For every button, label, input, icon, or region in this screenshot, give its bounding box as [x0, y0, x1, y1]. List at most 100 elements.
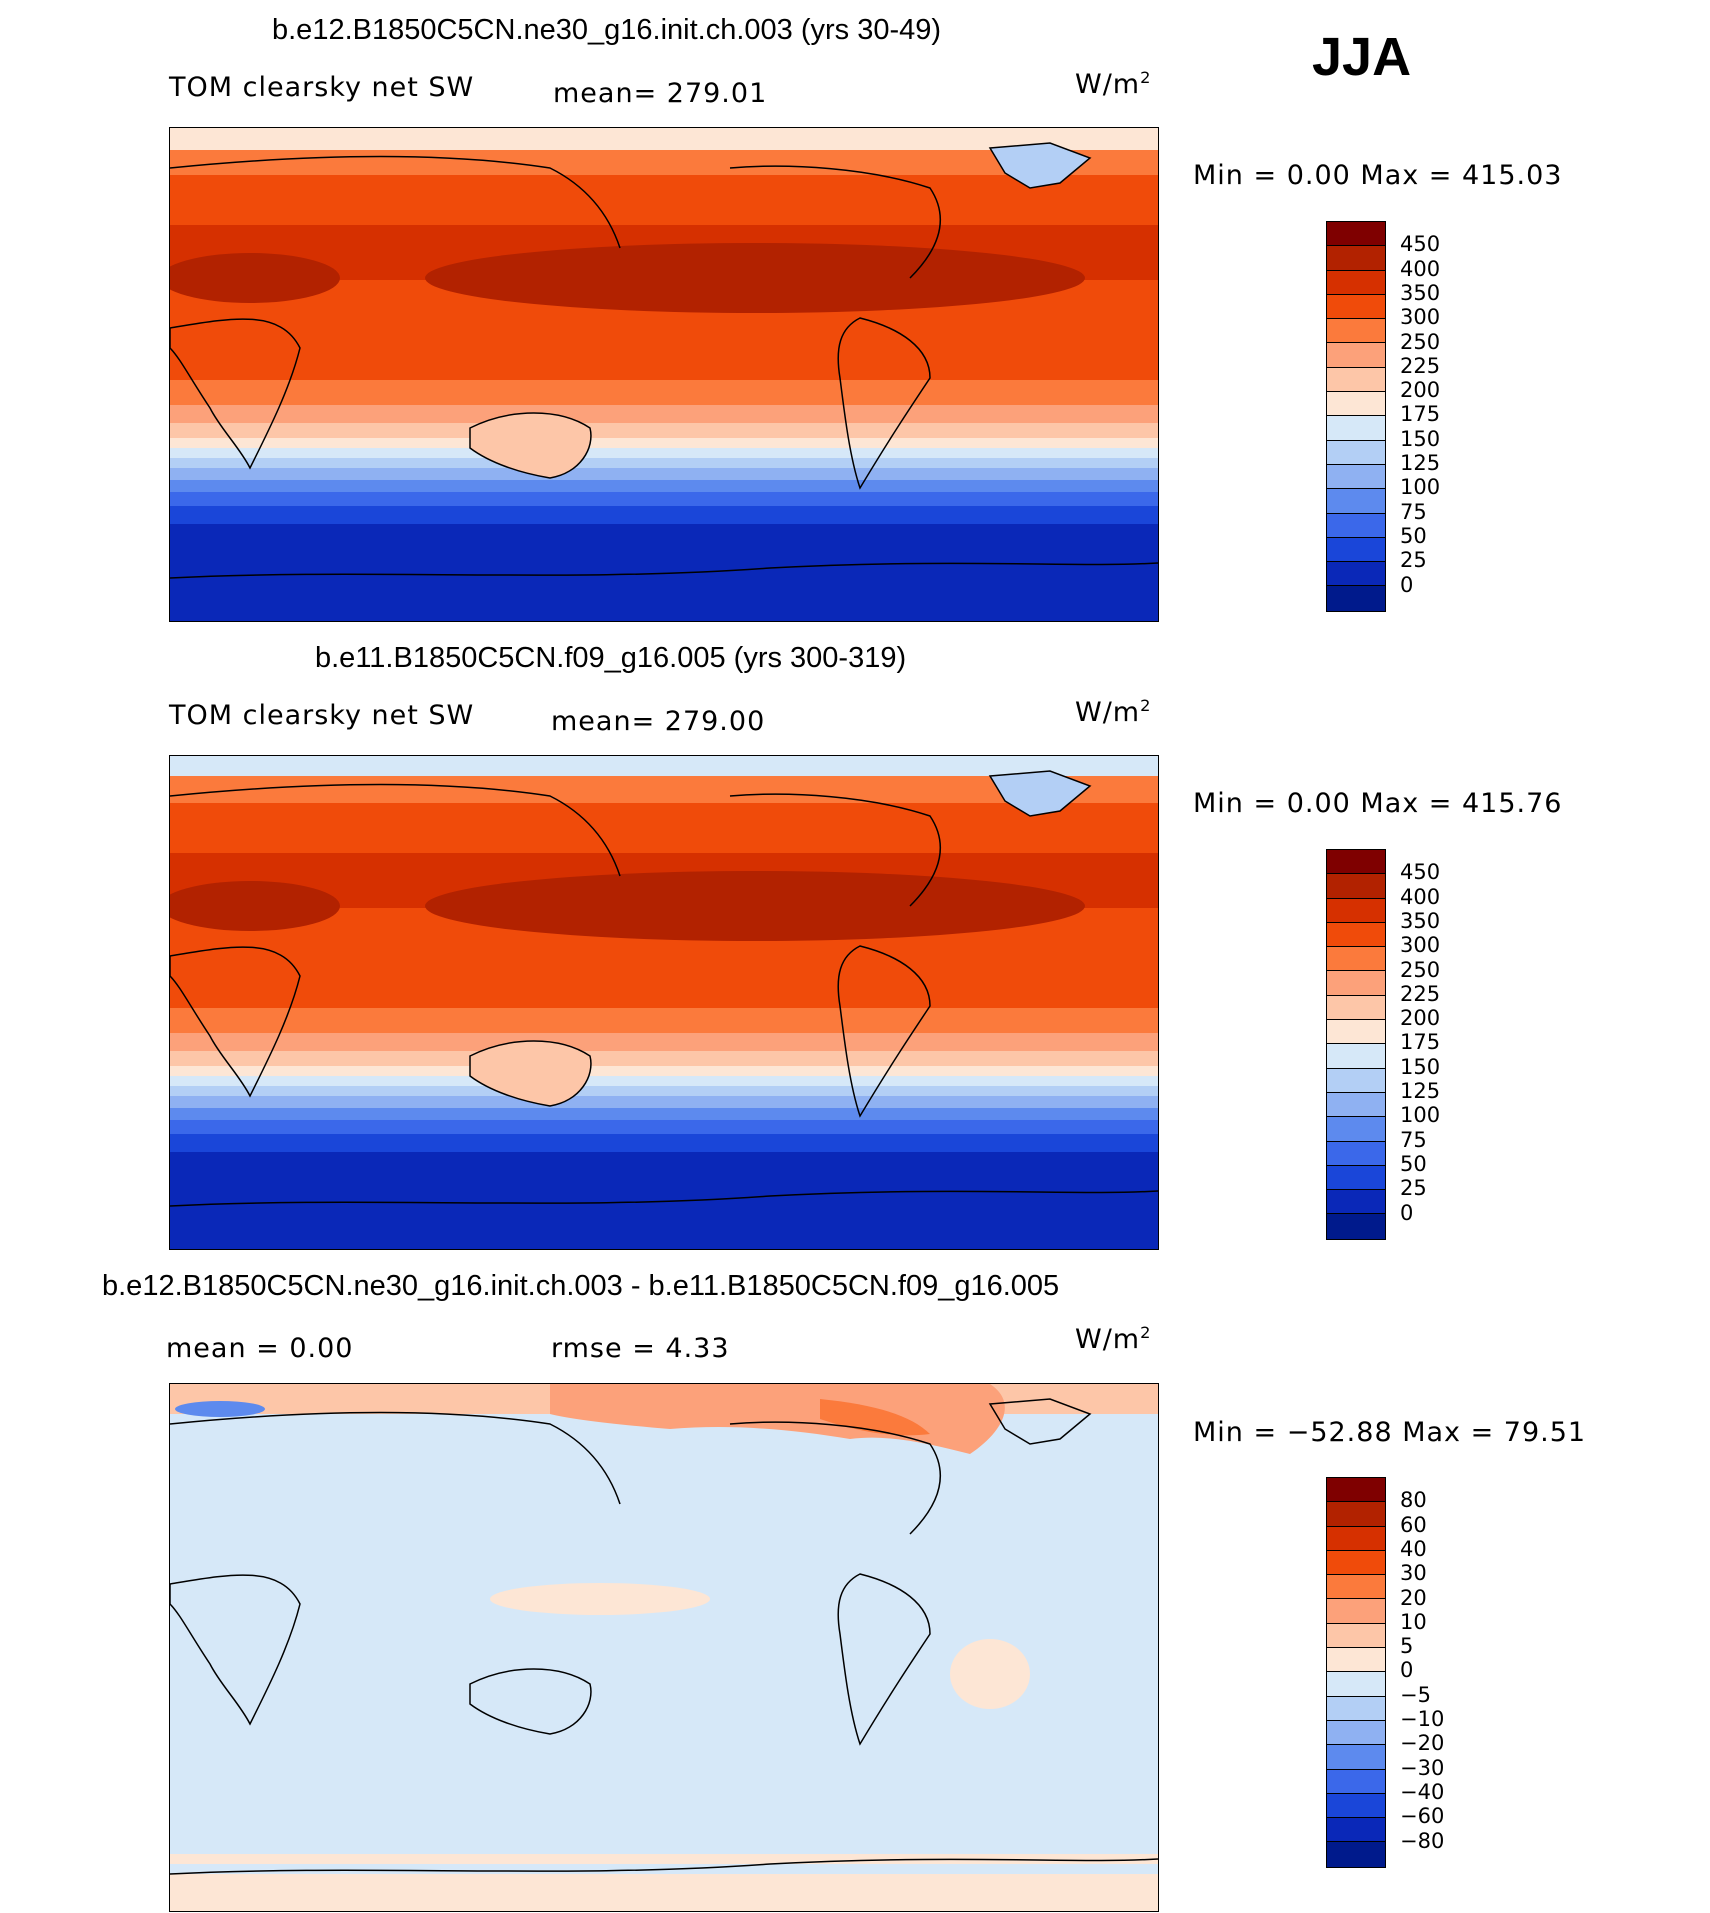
panel1-units: W/m2 [1075, 68, 1152, 100]
colorbar-swatch [1327, 874, 1385, 899]
colorbar-tick-label: 400 [1400, 256, 1441, 281]
colorbar-tick-label: −30 [1400, 1755, 1445, 1780]
colorbar-tick-label: 0 [1400, 1658, 1414, 1683]
colorbar-swatch [1327, 246, 1385, 271]
colorbar-swatch [1327, 1575, 1385, 1600]
colorbar-tick-label: −40 [1400, 1779, 1445, 1804]
colorbar-swatch [1327, 1720, 1385, 1746]
colorbar-tick-label: 25 [1400, 1176, 1427, 1201]
colorbar-tick-label: 300 [1400, 933, 1441, 958]
colorbar-swatch [1327, 343, 1385, 368]
colorbar-tick-label: 60 [1400, 1512, 1427, 1537]
colorbar-swatch [1327, 1526, 1385, 1551]
colorbar-swatch [1327, 367, 1385, 393]
colorbar-tick-label: −10 [1400, 1707, 1445, 1731]
panel2-map [169, 755, 1159, 1250]
panel1-map-field [170, 128, 1158, 621]
panel3-map-field [170, 1384, 1158, 1911]
colorbar-swatch [1327, 850, 1385, 875]
colorbar-tick-label: −80 [1400, 1828, 1445, 1853]
panel3-rmse: rmse = 4.33 [551, 1333, 730, 1364]
colorbar-tick-label: 125 [1400, 451, 1441, 475]
colorbar-swatch [1327, 995, 1385, 1021]
colorbar-tick-label: 75 [1400, 499, 1427, 524]
colorbar-swatch [1327, 464, 1385, 490]
colorbar-swatch [1327, 1165, 1385, 1191]
colorbar-swatch [1327, 537, 1385, 563]
colorbar-swatch [1327, 922, 1385, 948]
panel2-mean: mean= 279.00 [551, 706, 766, 737]
colorbar-swatch [1327, 1599, 1385, 1624]
colorbar-swatch [1327, 489, 1385, 514]
colorbar-tick-label: 50 [1400, 1151, 1427, 1176]
colorbar-tick-label: −20 [1400, 1731, 1445, 1756]
colorbar-tick-label: 175 [1400, 1030, 1441, 1055]
panel1-mean: mean= 279.01 [553, 78, 768, 109]
panel2-title: b.e11.B1850C5CN.f09_g16.005 (yrs 300-319… [315, 642, 907, 674]
panel2-minmax: Min = 0.00 Max = 415.76 [1193, 788, 1563, 819]
colorbar-swatch [1327, 1745, 1385, 1770]
colorbar-swatch [1327, 1092, 1385, 1118]
colorbar-tick-label: 200 [1400, 1006, 1441, 1031]
colorbar-tick-label: 25 [1400, 548, 1427, 573]
colorbar-swatch [1327, 1550, 1385, 1576]
colorbar-swatch [1327, 513, 1385, 538]
colorbar-swatch [1327, 1020, 1385, 1045]
colorbar-tick-label: 75 [1400, 1127, 1427, 1152]
panel3-minmax: Min = −52.88 Max = 79.51 [1193, 1417, 1587, 1448]
colorbar-tick-label: 150 [1400, 1054, 1441, 1079]
colorbar-swatch [1327, 1141, 1385, 1166]
panel2-variable: TOM clearsky net SW [169, 700, 475, 731]
colorbar-swatch [1327, 1818, 1385, 1843]
colorbar-swatch [1327, 562, 1385, 587]
panel3-map [169, 1383, 1159, 1912]
colorbar-swatch [1327, 898, 1385, 923]
colorbar-tick-label: 80 [1400, 1488, 1427, 1513]
colorbar-swatch [1327, 1648, 1385, 1673]
colorbar-tick-label: 100 [1400, 1103, 1441, 1128]
colorbar-swatch [1327, 1117, 1385, 1142]
colorbar-tick-label: 300 [1400, 305, 1441, 330]
colorbar-tick-label: 350 [1400, 280, 1441, 305]
colorbar-tick-label: 225 [1400, 353, 1441, 378]
colorbar-tick-label: 250 [1400, 329, 1441, 354]
colorbar-tick-label: 400 [1400, 884, 1441, 909]
colorbar-tick-label: 200 [1400, 378, 1441, 403]
panel3-mean: mean = 0.00 [166, 1333, 354, 1364]
colorbar-swatch [1327, 294, 1385, 320]
panel2-units: W/m2 [1075, 696, 1152, 728]
colorbar-swatch [1327, 1502, 1385, 1527]
colorbar-tick-label: 250 [1400, 957, 1441, 982]
colorbar-swatch [1327, 1793, 1385, 1819]
colorbar-tick-label: 450 [1400, 232, 1441, 257]
colorbar-swatch [1327, 947, 1385, 972]
colorbar-swatch [1327, 319, 1385, 344]
colorbar-tick-label: 30 [1400, 1561, 1427, 1586]
colorbar-tick-label: −5 [1400, 1682, 1431, 1707]
panel1-variable: TOM clearsky net SW [169, 72, 475, 103]
colorbar-tick-label: 350 [1400, 908, 1441, 933]
colorbar-swatch [1327, 1769, 1385, 1794]
colorbar-swatch [1327, 1696, 1385, 1721]
colorbar-swatch [1327, 1672, 1385, 1697]
colorbar-tick-label: 10 [1400, 1609, 1427, 1634]
colorbar-swatch [1327, 1190, 1385, 1215]
colorbar-swatch [1327, 270, 1385, 295]
colorbar-swatch [1327, 416, 1385, 441]
colorbar-swatch [1327, 1214, 1385, 1239]
colorbar-tick-label: −60 [1400, 1804, 1445, 1829]
panel3-colorbar [1326, 1477, 1386, 1868]
colorbar-swatch [1327, 1478, 1385, 1503]
colorbar-swatch [1327, 1044, 1385, 1069]
colorbar-swatch [1327, 1068, 1385, 1093]
panel1-colorbar [1326, 221, 1386, 612]
colorbar-swatch [1327, 440, 1385, 465]
colorbar-tick-label: 100 [1400, 475, 1441, 500]
colorbar-tick-label: 0 [1400, 572, 1414, 597]
colorbar-swatch [1327, 586, 1385, 611]
colorbar-tick-label: 125 [1400, 1079, 1441, 1103]
colorbar-swatch [1327, 971, 1385, 996]
panel1-map [169, 127, 1159, 622]
colorbar-tick-label: 450 [1400, 860, 1441, 885]
colorbar-tick-label: 20 [1400, 1585, 1427, 1610]
